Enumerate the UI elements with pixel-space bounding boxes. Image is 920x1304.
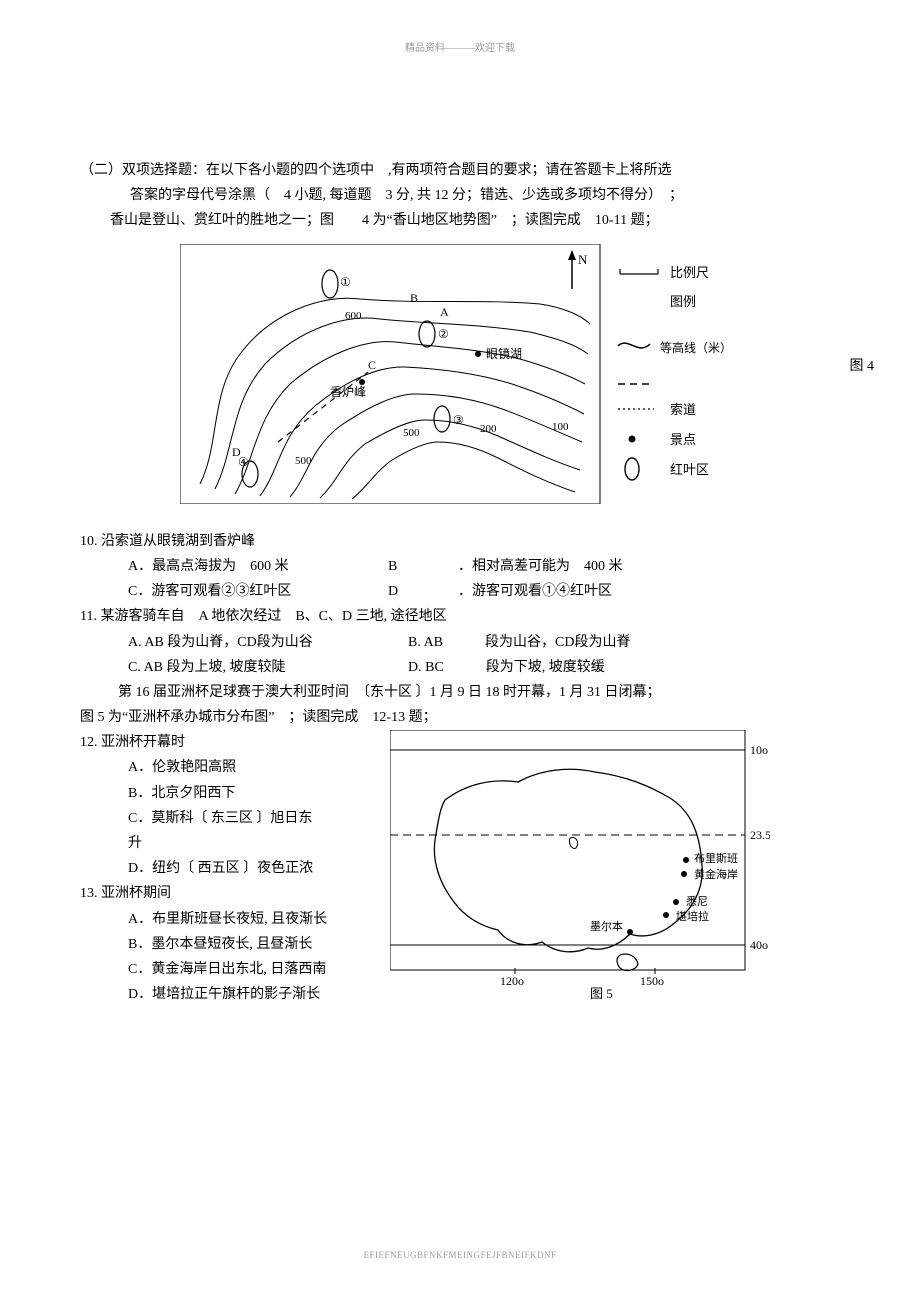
q13: 13. 亚洲杯期间 A．布里斯班昼长夜短, 且夜渐长 B．墨尔本昼短夜长, 且昼…	[80, 881, 390, 1007]
q10-optD-text: ．游客可观看①④红叶区	[458, 579, 850, 604]
pt-C: C	[368, 358, 376, 372]
leaf-3: ③	[453, 413, 464, 427]
q13-optB: B．墨尔本昼短夜长, 且昼渐长	[128, 932, 390, 957]
pt-B: B	[410, 291, 418, 305]
city-goldcoast: 黄金海岸	[694, 867, 738, 881]
q10-optA: A．最高点海拔为 600 米	[128, 554, 388, 579]
lon-150: 150o	[640, 974, 664, 988]
figure-5: 10o 23.5o 40o 布里斯班 黄金海岸 悉尼 堪培拉	[390, 730, 850, 1000]
contour-600: 600	[345, 310, 362, 322]
legend-scale: 比例尺	[670, 265, 709, 280]
legend-contour: 等高线（米）	[660, 340, 732, 355]
city-sydney: 悉尼	[686, 895, 708, 908]
legend-title: 图例	[670, 294, 696, 309]
q12: 12. 亚洲杯开幕时 A．伦敦艳阳高照 B．北京夕阳西下 C．莫斯科〔 东三区 …	[80, 730, 390, 881]
legend-ropeway: 索道	[670, 402, 696, 417]
leaf-2: ②	[438, 327, 449, 341]
q12-optC: C．莫斯科〔 东三区 〕旭日东	[128, 806, 390, 831]
fig4-svg: N B A C D ① ② ③ ④	[180, 244, 740, 504]
q10-optC: C．游客可观看②③红叶区	[128, 579, 388, 604]
q11-optB: B. AB 段为山谷，CD段为山脊	[408, 630, 630, 655]
contour-200: 200	[480, 423, 497, 435]
q11-optC: C. AB 段为上坡, 坡度较陡	[128, 655, 408, 680]
north-label: N	[578, 252, 588, 267]
q11-stem: 11. 某游客骑车自 A 地依次经过 B、C、D 三地, 途径地区	[80, 604, 850, 629]
asiancup-passage2: 图 5 为“亚洲杯承办城市分布图” ；读图完成 12-13 题；	[80, 705, 850, 730]
passage-xiangshan: 香山是登山、赏红叶的胜地之一；图 4 为“香山地区地势图” ；读图完成 10-1…	[110, 208, 850, 233]
legend-redleaf: 红叶区	[670, 462, 709, 477]
lat-235: 23.5o	[750, 828, 770, 842]
q11-optA: A. AB 段为山脊，CD段为山谷	[128, 630, 408, 655]
footer-meta: EFIEFNEUGBFNKFMEINGFEJFBNEIFKDNF	[70, 1247, 850, 1263]
q12-optC2: 升	[128, 831, 390, 856]
xianglu-label: 香炉峰	[330, 385, 366, 399]
q13-stem: 13. 亚洲杯期间	[80, 881, 390, 906]
q10-optD-label: D	[388, 579, 458, 604]
city-brisbane: 布里斯班	[694, 852, 738, 865]
q10-optB-label: B	[388, 554, 458, 579]
q12-optD: D．纽约〔 西五区 〕夜色正浓	[128, 856, 390, 881]
lat-10: 10o	[750, 743, 768, 757]
leaf-4: ④	[238, 455, 249, 469]
q10-optB-text: ．相对高差可能为 400 米	[458, 554, 850, 579]
contour-500a: 500	[295, 455, 312, 467]
city-melbourne: 墨尔本	[590, 919, 623, 933]
fig5-label: 图 5	[590, 986, 613, 1000]
section2-intro: （二）双项选择题：在以下各小题的四个选项中 ,有两项符合题目的要求；请在答题卡上…	[70, 158, 850, 234]
figure-4: N B A C D ① ② ③ ④	[70, 244, 850, 513]
q12-stem: 12. 亚洲杯开幕时	[80, 730, 390, 755]
section2-line2: 答案的字母代号涂黑（ 4 小题, 每道题 3 分, 共 12 分；错选、少选或多…	[130, 183, 850, 208]
pt-A: A	[440, 305, 449, 319]
city-canberra: 堪培拉	[676, 909, 709, 923]
fig5-svg: 10o 23.5o 40o 布里斯班 黄金海岸 悉尼 堪培拉	[390, 730, 770, 1000]
q12-optA: A．伦敦艳阳高照	[128, 755, 390, 780]
lake-label: 眼镜湖	[486, 346, 522, 361]
q12-optB: B．北京夕阳西下	[128, 781, 390, 806]
q10-stem: 10. 沿索道从眼镜湖到香炉峰	[80, 529, 850, 554]
q13-optA: A．布里斯班昼长夜短, 且夜渐长	[128, 907, 390, 932]
legend-spot: 景点	[670, 432, 696, 447]
asiancup-passage1: 第 16 届亚洲杯足球赛于澳大利亚时间 〔东十区 〕1 月 9 日 18 时开幕…	[118, 680, 850, 705]
q13-optD: D．堪培拉正午旗杆的影子渐长	[128, 982, 390, 1007]
q11-optD: D. BC 段为下坡, 坡度较缓	[408, 655, 605, 680]
q10: 10. 沿索道从眼镜湖到香炉峰 A．最高点海拔为 600 米 B ．相对高差可能…	[80, 529, 850, 605]
section2-line1: （二）双项选择题：在以下各小题的四个选项中 ,有两项符合题目的要求；请在答题卡上…	[80, 158, 850, 183]
contour-500b: 500	[403, 427, 420, 439]
leaf-1: ①	[340, 275, 351, 289]
contour-100: 100	[552, 421, 569, 433]
header-meta: 精品资料———欢迎下载	[70, 40, 850, 58]
lon-120: 120o	[500, 974, 524, 988]
q13-optC: C．黄金海岸日出东北, 日落西南	[128, 957, 390, 982]
fig4-label: 图 4	[850, 354, 875, 379]
q11: 11. 某游客骑车自 A 地依次经过 B、C、D 三地, 途径地区 A. AB …	[80, 604, 850, 680]
lat-40: 40o	[750, 938, 768, 952]
